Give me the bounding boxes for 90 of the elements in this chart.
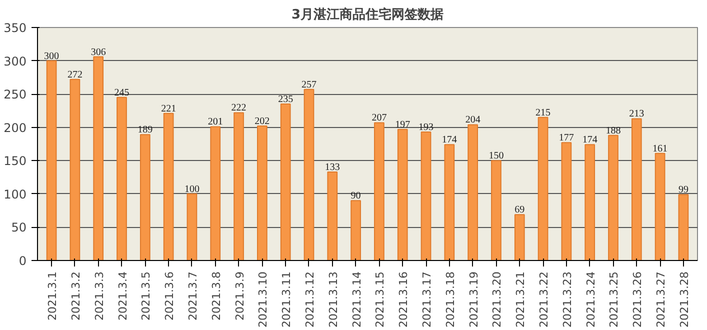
x-tick-label: 2021.3.25 xyxy=(608,272,621,328)
bar xyxy=(538,116,548,260)
bar xyxy=(304,88,314,260)
x-tick-label: 2021.3.1 xyxy=(46,272,60,320)
bar xyxy=(514,214,525,260)
bar xyxy=(444,144,455,260)
data-label: 90 xyxy=(350,190,361,202)
x-tick-label: 2021.3.5 xyxy=(140,272,153,320)
x-tick-label: 2021.3.3 xyxy=(92,272,106,320)
data-label: 174 xyxy=(442,134,457,146)
data-label: 188 xyxy=(606,125,621,136)
chart-title: 3月湛江商品住宅网签数据 xyxy=(291,6,444,22)
x-tick-label: 2021.3.24 xyxy=(584,272,598,328)
y-tick-label: 100 xyxy=(4,187,26,202)
x-tick-label: 2021.3.2 xyxy=(69,272,82,320)
bar xyxy=(608,134,618,260)
x-tick-label: 2021.3.20 xyxy=(490,272,504,328)
bar xyxy=(678,194,689,260)
x-tick-label: 2021.3.9 xyxy=(233,272,246,320)
x-tick-label: 2021.3.7 xyxy=(186,272,200,320)
x-tick-label: 2021.3.4 xyxy=(116,272,130,320)
data-label: 306 xyxy=(90,46,106,58)
x-tick-label: 2021.3.19 xyxy=(467,272,480,328)
y-tick-label: 200 xyxy=(4,120,26,135)
x-tick-label: 2021.3.22 xyxy=(538,272,551,328)
x-tick-label: 2021.3.6 xyxy=(163,272,176,320)
y-tick-label: 350 xyxy=(4,21,26,35)
x-tick-label: 2021.3.13 xyxy=(326,272,340,328)
data-label: 177 xyxy=(558,132,574,144)
data-label: 69 xyxy=(514,204,525,216)
y-tick-label: 250 xyxy=(4,88,26,102)
data-label: 174 xyxy=(582,134,598,146)
data-label: 300 xyxy=(44,50,60,62)
x-tick-label: 2021.3.21 xyxy=(514,272,528,328)
bar xyxy=(468,124,478,260)
x-tick-label: 2021.3.14 xyxy=(350,272,364,328)
bar xyxy=(93,56,104,260)
data-label: 221 xyxy=(161,103,176,114)
bar xyxy=(257,126,268,260)
data-label: 201 xyxy=(208,116,223,128)
data-label: 215 xyxy=(536,107,551,118)
x-tick-label: 2021.3.16 xyxy=(397,272,410,328)
data-label: 257 xyxy=(301,79,316,90)
y-tick-label: 0 xyxy=(18,254,27,268)
data-label: 235 xyxy=(278,94,294,106)
bar xyxy=(350,200,361,260)
data-label: 161 xyxy=(652,143,668,154)
x-tick-label: 2021.3.15 xyxy=(374,272,387,328)
x-tick-label: 2021.3.26 xyxy=(631,272,644,328)
x-tick-label: 2021.3.8 xyxy=(210,272,223,320)
bar xyxy=(163,112,174,260)
x-tick-label: 2021.3.10 xyxy=(256,272,270,328)
data-label: 100 xyxy=(184,184,200,195)
bar xyxy=(584,144,596,260)
bar xyxy=(186,193,198,260)
data-label: 150 xyxy=(488,150,504,162)
bar xyxy=(140,134,150,260)
bar xyxy=(234,112,244,260)
bar xyxy=(374,122,384,260)
bar xyxy=(397,128,408,260)
x-tick-label: 2021.3.11 xyxy=(280,272,294,328)
data-label: 213 xyxy=(629,108,644,120)
data-label: 222 xyxy=(231,102,246,114)
data-label: 99 xyxy=(678,184,688,196)
data-label: 204 xyxy=(465,114,480,126)
y-tick-label: 150 xyxy=(4,154,26,168)
bar xyxy=(327,171,338,260)
x-tick-label: 2021.3.28 xyxy=(678,272,691,328)
x-tick-label: 2021.3.23 xyxy=(560,272,574,328)
y-tick-label: 50 xyxy=(11,220,27,235)
data-label: 272 xyxy=(67,69,82,80)
bar xyxy=(654,152,666,260)
x-tick-label: 2021.3.18 xyxy=(444,272,457,328)
bar xyxy=(280,104,291,260)
bar xyxy=(631,118,642,260)
x-tick-label: 2021.3.12 xyxy=(303,272,316,328)
bar xyxy=(491,160,502,260)
y-tick-label: 300 xyxy=(4,54,26,68)
bar xyxy=(116,96,127,260)
data-label: 202 xyxy=(254,116,270,128)
bar xyxy=(210,126,221,260)
bar xyxy=(70,78,80,260)
bar xyxy=(420,132,432,260)
x-tick-label: 2021.3.27 xyxy=(654,272,668,328)
data-label: 189 xyxy=(138,124,153,136)
x-tick-label: 2021.3.17 xyxy=(420,272,434,328)
data-label: 207 xyxy=(372,112,387,124)
bar xyxy=(46,60,57,260)
data-label: 133 xyxy=(324,162,340,173)
bar xyxy=(561,142,572,260)
